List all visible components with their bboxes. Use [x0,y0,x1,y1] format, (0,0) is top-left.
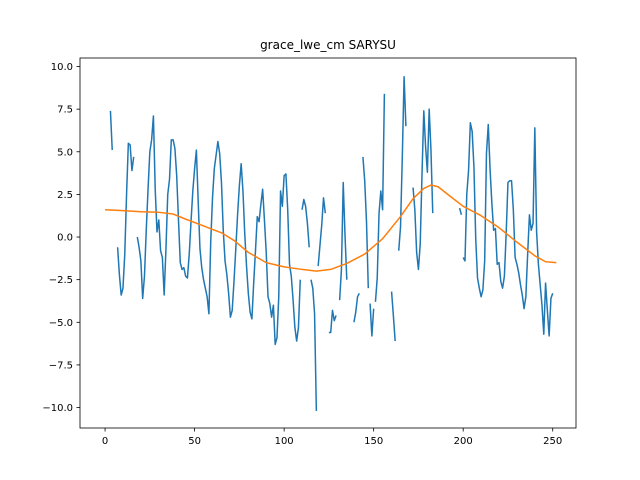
x-tick-label: 50 [188,436,201,447]
series-layer [105,76,557,411]
y-tick-label: 0.0 [57,233,73,244]
x-tick-label: 200 [454,436,473,447]
x-tick-label: 150 [364,436,383,447]
y-tick-label: 10.0 [51,62,73,73]
y-tick-label: 7.5 [57,105,73,116]
y-tick-label: −2.5 [49,275,73,286]
y-tick-label: 2.5 [57,190,73,201]
chart-title: grace_lwe_cm SARYSU [260,38,396,52]
y-tick-label: 5.0 [57,147,73,158]
plot-frame [79,57,577,429]
series-line-2 [105,184,557,272]
x-tick-label: 0 [102,436,108,447]
x-tick-label: 100 [275,436,294,447]
series-line-1 [109,76,554,411]
x-tick-label: 250 [543,436,562,447]
y-tick-label: −5.0 [49,318,73,329]
y-tick-label: −7.5 [49,360,73,371]
y-axis: −10.0 −7.5 −5.0 −2.5 0.0 2.5 5.0 7.5 10.0 [42,62,80,414]
x-axis: 0 50 100 150 200 250 [102,428,562,447]
y-tick-label: −10.0 [42,403,73,414]
